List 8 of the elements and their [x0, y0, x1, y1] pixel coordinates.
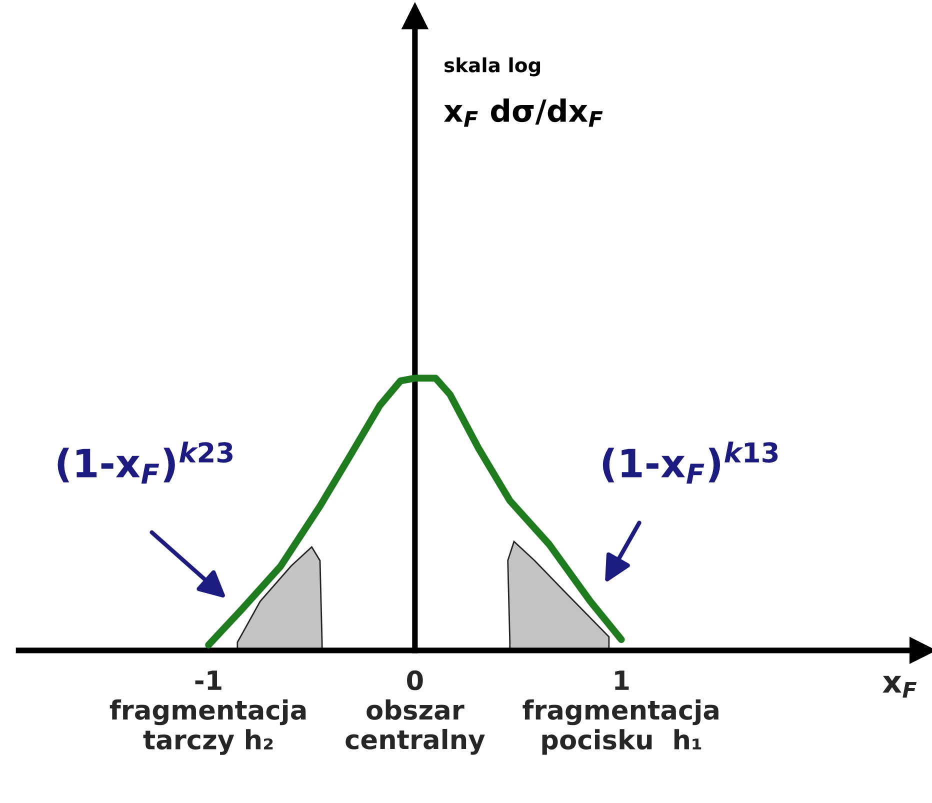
- annotation: (1-x$_{F}$)$^{k23}$: [58, 442, 232, 484]
- x-axis-title: x$_{F}$: [882, 676, 917, 698]
- text: x$_{F}$ dσ/dx$_{F}$: [444, 98, 603, 127]
- x-tick-label: 0 obszar centralny: [346, 670, 485, 755]
- text: skala log: [444, 57, 540, 76]
- x-tick-label: -1 fragmentacja tarczy h₂: [110, 670, 306, 755]
- annotation: (1-x$_{F}$)$^{k13}$: [602, 442, 778, 484]
- x-tick-label: 1 fragmentacja pocisku h₁: [522, 670, 718, 755]
